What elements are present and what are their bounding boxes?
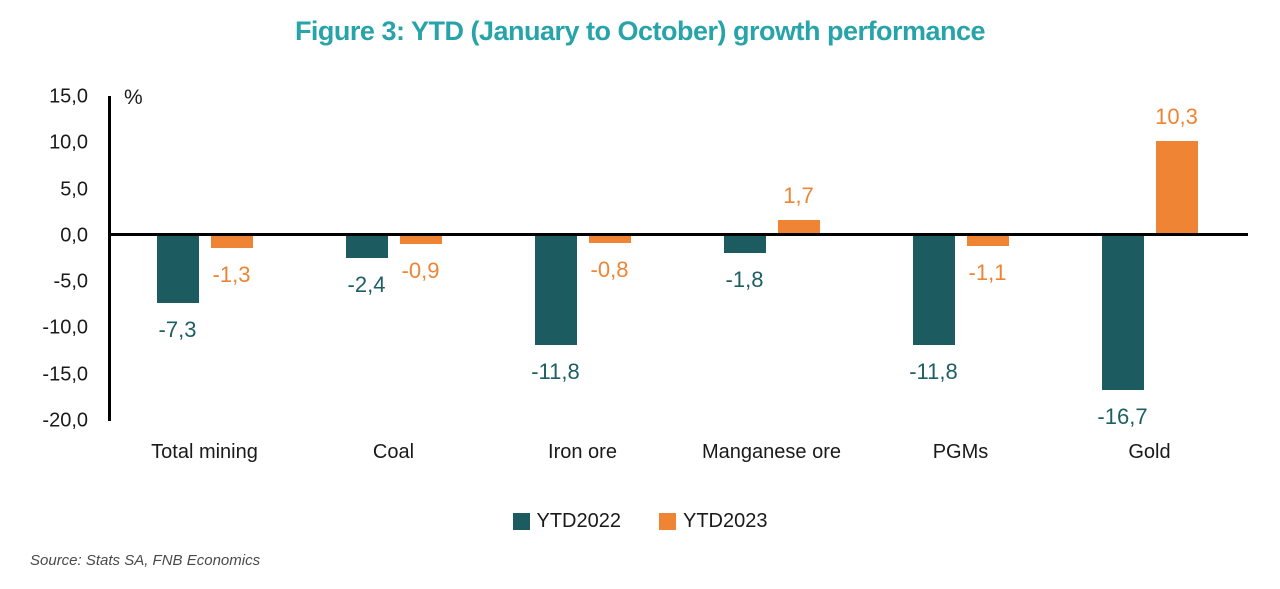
bar-ytd2023-iron-ore	[588, 235, 631, 244]
data-label-ytd2023-manganese-ore: 1,7	[783, 183, 814, 209]
bar-ytd2023-total-mining	[210, 235, 253, 248]
data-label-ytd2023-coal: -0,9	[401, 258, 440, 284]
category-label-pgms: PGMs	[932, 441, 989, 463]
legend-swatch-ytd2023	[659, 513, 676, 530]
data-label-ytd2022-manganese-ore: -1,8	[725, 266, 764, 292]
bar-ytd2022-pgms	[912, 235, 955, 346]
legend-item-ytd2023: YTD2023	[659, 510, 768, 533]
category-label-gold: Gold	[1128, 441, 1171, 463]
data-label-ytd2022-iron-ore: -11,8	[531, 359, 580, 385]
bar-ytd2022-total-mining	[156, 235, 199, 304]
legend-swatch-ytd2022	[512, 513, 530, 530]
category-label-coal: Coal	[372, 441, 415, 463]
data-label-ytd2022-gold: -16,7	[1097, 404, 1148, 430]
data-label-ytd2023-total-mining: -1,3	[212, 261, 251, 287]
zero-axis-line	[108, 233, 1248, 236]
data-label-ytd2023-pgms: -1,1	[968, 260, 1007, 286]
y-tick-label--5.0: -5,0	[53, 270, 88, 293]
y-tick-label-15.0: 15,0	[49, 85, 88, 108]
bar-ytd2023-gold	[1155, 140, 1198, 236]
legend: YTD2022 YTD2023	[0, 510, 1280, 533]
chart-title: Figure 3: YTD (January to October) growt…	[294, 16, 986, 46]
legend-label-ytd2022: YTD2022	[536, 510, 622, 532]
y-tick-label-10.0: 10,0	[49, 131, 88, 154]
y-axis-line	[108, 96, 111, 421]
bar-ytd2023-manganese-ore	[777, 220, 820, 236]
bar-ytd2023-coal	[399, 235, 442, 245]
bar-ytd2022-manganese-ore	[723, 235, 766, 253]
y-tick-label--15.0: -15,0	[42, 363, 88, 386]
data-label-ytd2022-coal: -2,4	[347, 272, 386, 298]
y-tick-label-5.0: 5,0	[60, 178, 88, 201]
y-tick-label--10.0: -10,0	[42, 316, 88, 339]
category-label-total-mining: Total mining	[151, 441, 258, 463]
data-label-ytd2022-total-mining: -7,3	[158, 317, 197, 343]
y-axis-unit-label: %	[124, 86, 143, 109]
bar-ytd2022-gold	[1101, 235, 1144, 391]
legend-label-ytd2023: YTD2023	[683, 510, 768, 532]
category-label-iron-ore: Iron ore	[548, 441, 617, 463]
bar-ytd2022-iron-ore	[534, 235, 577, 346]
y-tick-label--20.0: -20,0	[42, 409, 88, 432]
legend-item-ytd2022: YTD2022	[512, 510, 622, 533]
data-label-ytd2023-gold: 10,3	[1155, 103, 1198, 129]
data-label-ytd2022-pgms: -11,8	[909, 359, 958, 385]
bar-ytd2023-pgms	[966, 235, 1009, 247]
data-label-ytd2023-iron-ore: -0,8	[590, 257, 629, 283]
category-label-manganese-ore: Manganese ore	[702, 441, 841, 463]
source-note: Source: Stats SA, FNB Economics	[30, 552, 261, 569]
bar-ytd2022-coal	[345, 235, 388, 259]
y-tick-label-0.0: 0,0	[60, 224, 88, 247]
